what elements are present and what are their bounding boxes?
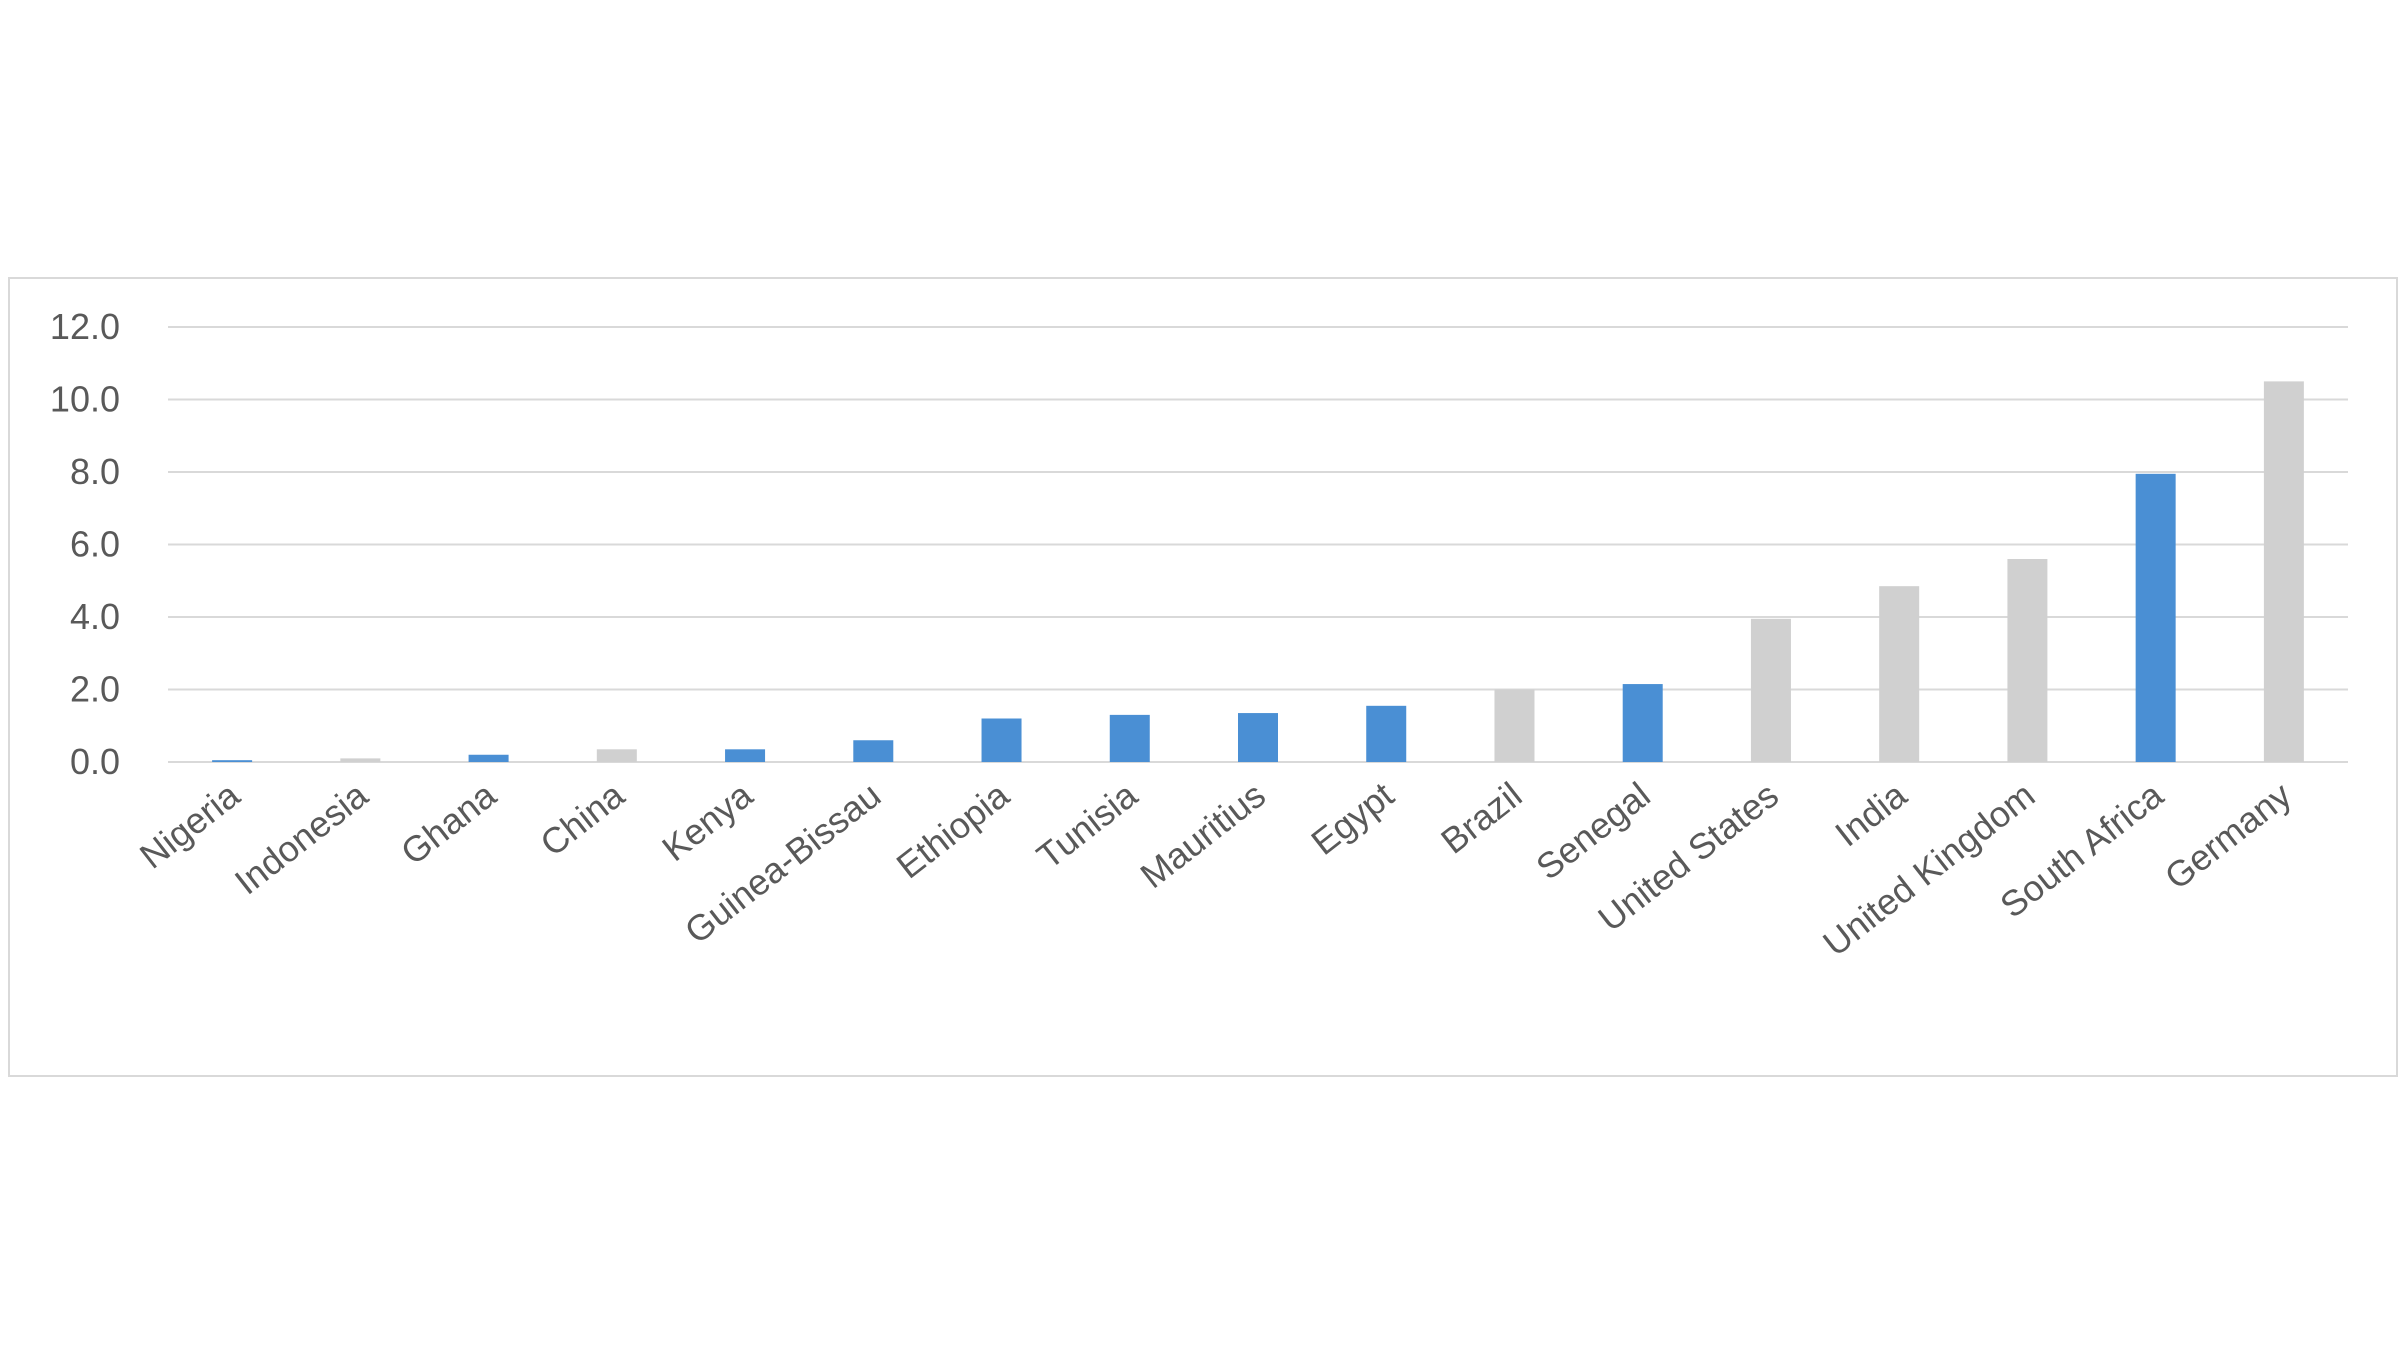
x-category-label: India	[1827, 773, 1915, 854]
bar-egypt	[1366, 705, 1407, 762]
bar-ghana	[468, 754, 509, 762]
y-tick-label: 2.0	[70, 669, 120, 710]
x-category-label: United Kingdom	[1815, 774, 2042, 964]
x-category-label: Tunisia	[1029, 773, 1145, 877]
bar-germany	[2263, 381, 2304, 762]
bar-south-africa	[2135, 473, 2176, 762]
gridlines	[168, 326, 2348, 763]
bar-india	[1879, 586, 1920, 762]
x-category-label: Brazil	[1433, 774, 1529, 862]
y-tick-label: 6.0	[70, 524, 120, 565]
x-category-label: Egypt	[1303, 774, 1401, 863]
y-tick-label: 4.0	[70, 596, 120, 637]
x-category-label: China	[532, 773, 632, 864]
x-category-label: Indonesia	[227, 773, 376, 902]
bar-brazil	[1494, 689, 1535, 762]
x-category-label: Germany	[2157, 774, 2299, 897]
x-category-label: Ethiopia	[889, 773, 1018, 886]
y-tick-label: 0.0	[70, 741, 120, 782]
bar-chart: 0.0 2.0 4.0 6.0 8.0 10.0 12.0 NigeriaIndonesia…	[50, 306, 2348, 964]
bar-united-states	[1750, 618, 1791, 762]
x-category-label: Ghana	[393, 773, 504, 872]
bar-nigeria	[212, 760, 253, 762]
bar-china	[596, 749, 637, 762]
x-category-label: Kenya	[654, 773, 760, 869]
bar-ethiopia	[981, 718, 1022, 762]
chart-frame: 0.0 2.0 4.0 6.0 8.0 10.0 12.0 Nigeria Indonesia…	[8, 277, 2398, 1077]
y-axis-tick-labels: 0.0 2.0 4.0 6.0 8.0 10.0 12.0	[50, 306, 120, 782]
x-category-label: Mauritius	[1133, 774, 1273, 896]
bar-kenya	[725, 749, 766, 762]
x-category-label: Nigeria	[132, 773, 248, 876]
y-tick-label: 8.0	[70, 451, 120, 492]
bars	[212, 381, 2304, 762]
bar-senegal	[1622, 684, 1663, 762]
bar-indonesia	[340, 758, 381, 762]
bar-united-kingdom	[2007, 559, 2048, 762]
bar-mauritius	[1238, 713, 1278, 762]
y-tick-label: 12.0	[50, 306, 120, 347]
bar-guinea-bissau	[853, 740, 894, 762]
y-tick-label: 10.0	[50, 379, 120, 420]
bar-tunisia	[1109, 714, 1150, 762]
